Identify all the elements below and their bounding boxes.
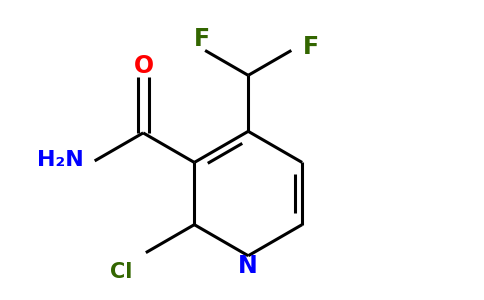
Text: H₂N: H₂N (37, 150, 83, 169)
Text: N: N (238, 254, 258, 278)
Text: Cl: Cl (110, 262, 133, 282)
Text: F: F (302, 35, 318, 59)
Text: F: F (194, 27, 210, 51)
Text: O: O (135, 54, 154, 78)
